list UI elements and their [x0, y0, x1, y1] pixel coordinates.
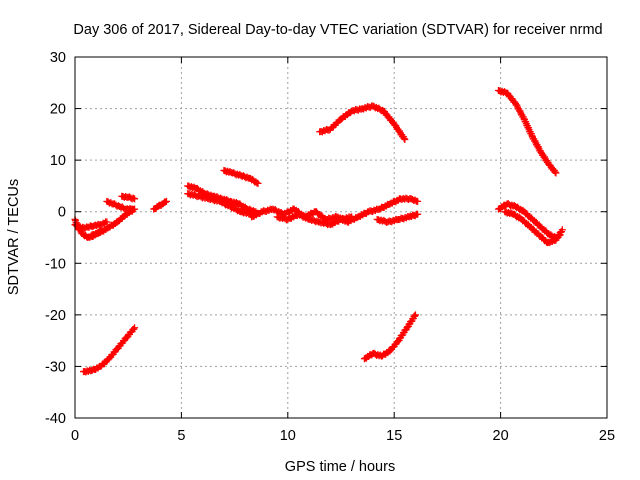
x-tick-label: 15: [386, 428, 402, 444]
y-tick-label: 20: [50, 102, 66, 118]
data-point: [348, 213, 356, 221]
x-tick-label: 20: [493, 428, 509, 444]
data-point: [401, 136, 409, 144]
data-point: [129, 194, 137, 202]
data-point: [414, 197, 422, 205]
x-tick-label: 25: [599, 428, 615, 444]
data-point: [394, 338, 402, 346]
y-tick-label: -10: [45, 256, 66, 272]
series-arc-f: [150, 197, 171, 213]
data-point: [163, 197, 171, 205]
series-arc-k: [273, 210, 356, 229]
data-point: [551, 168, 559, 176]
series-arc-l: [316, 102, 409, 144]
data-point: [558, 226, 566, 234]
y-tick-label: 10: [50, 153, 66, 169]
series-arc-b: [71, 218, 111, 232]
axis-ticks: [74, 56, 608, 419]
plot-frame: [74, 56, 608, 419]
series-arc-i: [220, 166, 262, 187]
x-tick-label: 10: [280, 428, 296, 444]
y-tick-label: -30: [45, 359, 66, 375]
data-point: [254, 179, 262, 187]
y-tick-label: -40: [45, 411, 66, 427]
data-point: [511, 99, 519, 107]
y-axis-label: SDTVAR / TECUs: [6, 179, 22, 295]
data-point: [400, 134, 408, 142]
series-arc-p: [494, 87, 560, 177]
tick-labels: 0 5 10 15 20 25 -40 -30 -20 -10 0 10 20 30: [45, 50, 615, 444]
data-point: [128, 205, 136, 213]
data-point: [131, 195, 139, 203]
x-tick-label: 0: [71, 428, 79, 444]
data-point: [130, 325, 138, 333]
series-arc-n: [80, 324, 139, 376]
data-point: [403, 324, 411, 332]
data-point: [411, 312, 419, 320]
x-tick-label: 5: [177, 428, 185, 444]
data-point: [411, 311, 419, 319]
data-point: [131, 324, 139, 332]
series-arc-q: [494, 200, 564, 241]
y-tick-label: 0: [58, 205, 66, 221]
y-tick-label: 30: [50, 50, 66, 66]
series-arc-d: [103, 197, 136, 213]
y-tick-label: -20: [45, 308, 66, 324]
data-points: [71, 87, 566, 376]
data-point: [552, 169, 560, 177]
data-point: [414, 210, 422, 218]
series-arc-r: [501, 208, 566, 247]
chart-title: Day 306 of 2017, Sidereal Day-to-day VTE…: [73, 22, 602, 38]
x-axis-label: GPS time / hours: [285, 459, 395, 475]
series-arc-o: [360, 311, 419, 363]
grid: [75, 57, 607, 418]
series-arc-e: [118, 192, 139, 203]
series-arc-m: [373, 210, 422, 226]
